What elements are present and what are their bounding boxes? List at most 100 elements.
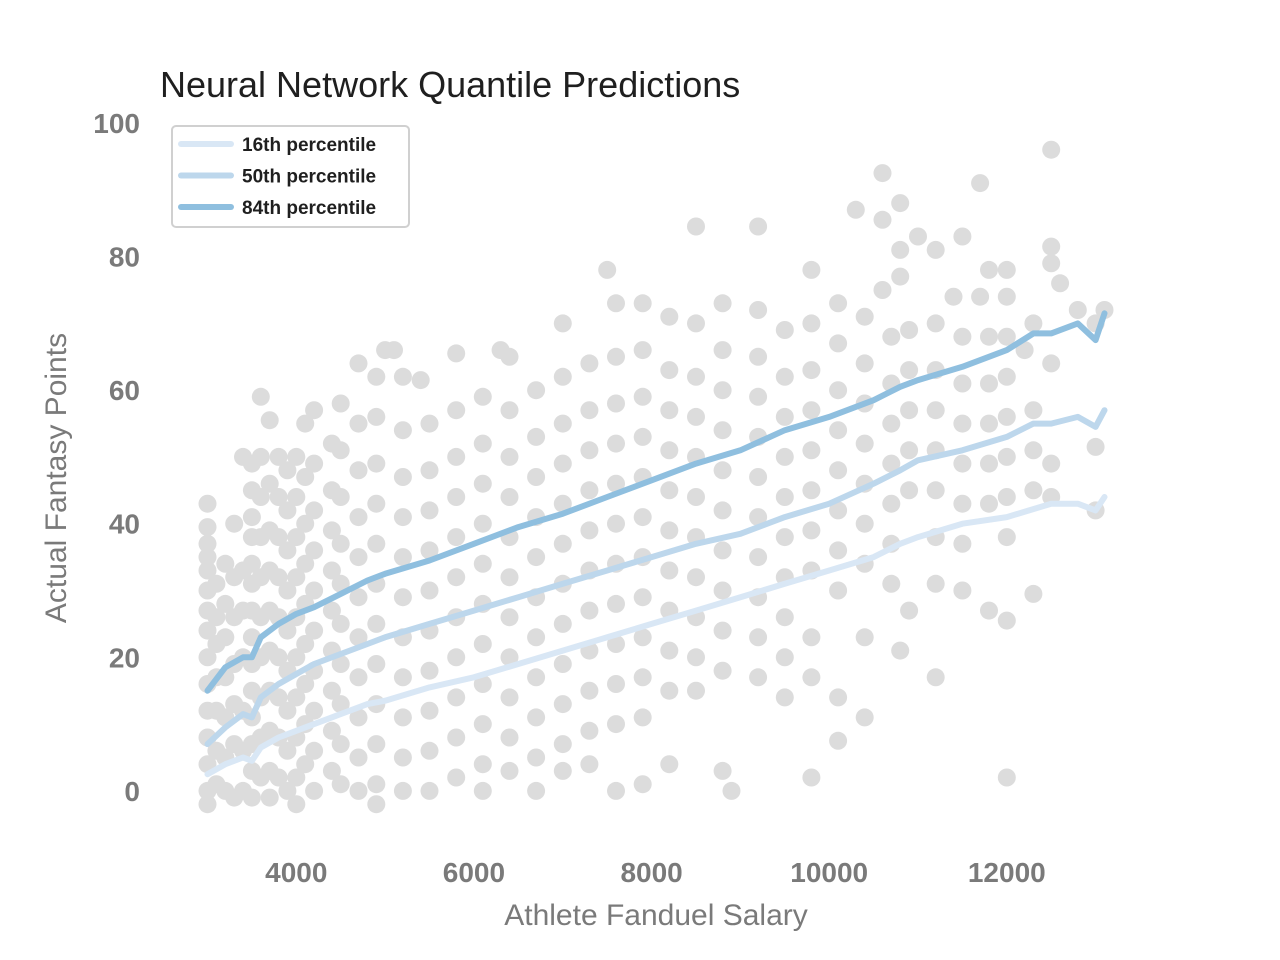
scatter-point <box>269 768 288 787</box>
scatter-point <box>580 441 599 460</box>
scatter-point <box>633 341 652 360</box>
scatter-point <box>607 474 625 493</box>
scatter-point <box>953 454 972 473</box>
scatter-point <box>997 528 1016 547</box>
series-line-3 <box>204 310 1108 694</box>
scatter-point <box>553 655 572 673</box>
x-axis-ticks: 4000 6000 8000 10000 12000 <box>265 857 1046 888</box>
scatter-point <box>411 371 430 390</box>
scatter-point <box>500 688 519 707</box>
scatter-point <box>473 715 492 734</box>
scatter-point <box>855 514 874 533</box>
scatter-point <box>393 468 412 486</box>
scatter-point <box>633 775 652 794</box>
scatter-point <box>473 514 492 533</box>
scatter-point <box>926 574 945 593</box>
scatter-point <box>553 534 572 553</box>
scatter-point <box>296 514 315 533</box>
scatter-point <box>473 474 492 493</box>
scatter-point <box>980 260 998 279</box>
scatter-point <box>527 381 546 400</box>
scatter-point <box>447 648 466 667</box>
scatter-point <box>269 648 288 667</box>
scatter-point <box>260 411 279 430</box>
scatter-point <box>660 521 679 540</box>
scatter-point <box>527 708 546 727</box>
scatter-point <box>278 461 297 480</box>
scatter-point <box>287 568 306 587</box>
x-tick-label: 12000 <box>968 857 1046 888</box>
scatter-point <box>633 427 652 446</box>
scatter-point <box>1024 584 1043 603</box>
scatter-point <box>367 454 386 473</box>
scatter-point <box>855 708 874 727</box>
scatter-point <box>775 688 794 707</box>
scatter-point <box>305 401 324 420</box>
scatter-point <box>926 314 945 333</box>
scatter-point <box>296 414 315 433</box>
scatter-point <box>900 321 919 339</box>
scatter-point <box>633 508 652 527</box>
scatter-point <box>216 554 235 573</box>
scatter-point <box>553 454 572 473</box>
scatter-point <box>322 721 341 740</box>
scatter-point <box>473 554 492 573</box>
y-axis-ticks: 0 20 40 60 80 100 <box>93 108 140 807</box>
scatter-point <box>393 421 412 440</box>
scatter-point <box>713 661 732 680</box>
scatter-point <box>749 301 768 319</box>
scatter-point <box>260 788 279 807</box>
scatter-point <box>322 521 341 540</box>
scatter-point <box>331 695 350 714</box>
scatter-point <box>633 708 652 727</box>
scatter-point <box>926 401 945 420</box>
scatter-point <box>660 401 679 420</box>
scatter-point <box>953 534 972 553</box>
scatter-point <box>997 287 1016 306</box>
scatter-point <box>953 374 972 393</box>
scatter-point <box>447 728 466 747</box>
scatter-point <box>660 307 679 326</box>
scatter-point <box>287 795 306 814</box>
scatter-point <box>473 675 492 693</box>
scatter-point <box>1042 140 1061 159</box>
scatter-point <box>269 488 288 506</box>
scatter-point <box>473 387 492 406</box>
scatter-point <box>216 628 235 647</box>
scatter-point <box>473 635 492 653</box>
scatter-point <box>855 628 874 647</box>
scatter-point <box>891 240 910 259</box>
scatter-point <box>331 775 350 794</box>
scatter-point <box>900 601 919 620</box>
scatter-point <box>367 494 386 513</box>
scatter-point <box>473 434 492 453</box>
scatter-point <box>687 407 705 426</box>
scatter-point <box>1095 301 1114 319</box>
scatter-point <box>749 468 768 486</box>
scatter-point <box>802 768 821 787</box>
scatter-point <box>367 407 386 426</box>
scatter-point <box>802 361 821 380</box>
scatter-point <box>713 294 732 313</box>
scatter-point <box>997 768 1016 787</box>
scatter-point <box>331 614 350 633</box>
scatter-point <box>349 414 368 433</box>
scatter-point <box>420 461 439 480</box>
scatter-point <box>420 414 439 433</box>
scatter-point <box>527 628 546 647</box>
scatter-point <box>367 795 386 814</box>
scatter-point <box>749 217 768 236</box>
scatter-point <box>607 434 625 453</box>
scatter-point <box>1051 274 1070 293</box>
scatter-point <box>660 681 679 700</box>
scatter-point <box>527 548 546 567</box>
scatter-point <box>500 608 519 627</box>
scatter-point <box>1042 254 1061 273</box>
scatter-point <box>749 387 768 406</box>
scatter-point <box>242 788 261 807</box>
scatter-point <box>997 327 1016 346</box>
scatter-point <box>500 488 519 506</box>
scatter-point <box>198 648 217 667</box>
scatter-point <box>900 361 919 380</box>
